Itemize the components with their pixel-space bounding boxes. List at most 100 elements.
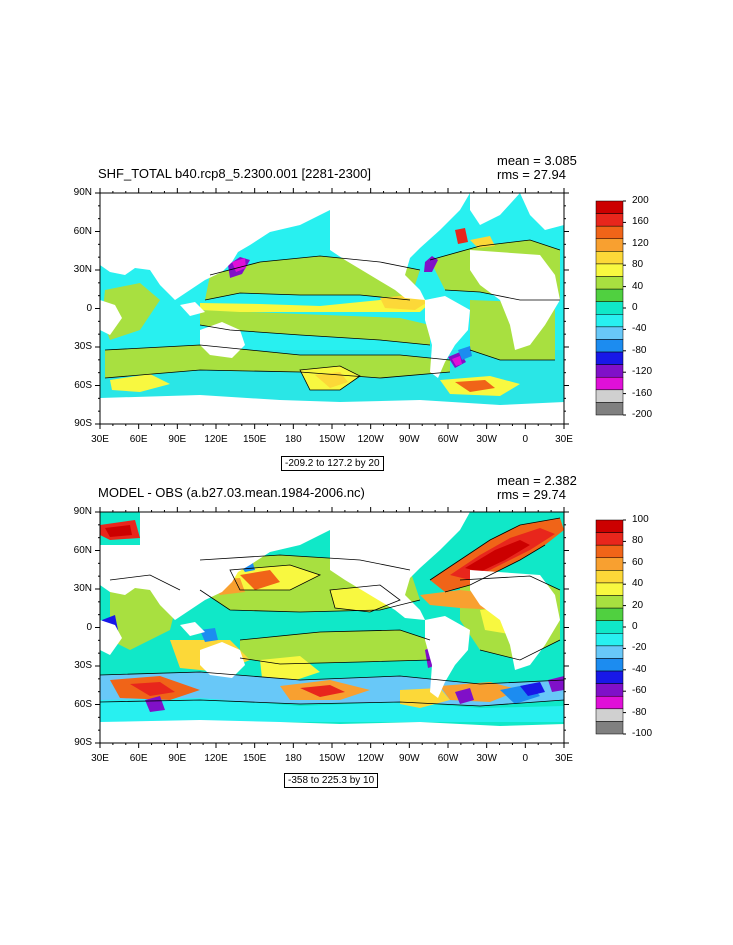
colorbar-label: 100 <box>632 514 649 525</box>
lat-label: 30S <box>74 660 92 671</box>
lon-label: 30W <box>476 434 497 445</box>
colorbar-label: 200 <box>632 195 649 206</box>
panel2-rms: rms = 29.74 <box>497 487 567 502</box>
lon-label: 30E <box>555 434 573 445</box>
lon-label: 90W <box>399 434 420 445</box>
axis-ticks <box>95 188 569 748</box>
colorbar-swatch <box>595 721 624 735</box>
colorbar-swatch <box>595 376 624 391</box>
lon-label: 120E <box>204 753 228 764</box>
colorbar-swatch <box>595 708 624 722</box>
colorbar-swatch <box>595 532 624 546</box>
lat-label: 60S <box>74 698 92 710</box>
colorbar-swatch <box>595 645 624 659</box>
colorbar-swatch <box>595 670 624 684</box>
colorbar-label: 40 <box>632 578 644 590</box>
colorbar-swatch <box>595 314 624 328</box>
panel1-mean: mean = 3.085 <box>497 153 577 168</box>
colorbar-swatch <box>595 225 624 240</box>
colorbar-label: -80 <box>632 706 647 718</box>
colorbar-swatch <box>595 582 624 596</box>
lat-label: 90S <box>74 737 92 748</box>
lon-label: 60W <box>437 753 459 764</box>
colorbar-swatch <box>595 339 624 353</box>
lon-label: 150W <box>318 434 346 445</box>
lon-label: 180 <box>284 753 302 764</box>
panel2-range-label: -358 to 225.3 by 10 <box>284 773 379 788</box>
lat-label: 60N <box>73 544 92 556</box>
colorbar-swatch <box>595 276 624 290</box>
colorbar-label: -200 <box>632 409 653 420</box>
colorbar-label: -160 <box>632 387 653 399</box>
colorbar-swatch <box>595 351 624 365</box>
colorbar-swatch <box>595 263 624 277</box>
colorbar-label: -40 <box>632 323 647 335</box>
colorbar-label: 0 <box>632 621 638 632</box>
map1 <box>100 193 564 424</box>
colorbar-label: -100 <box>632 728 653 739</box>
colorbar-swatch <box>595 251 624 265</box>
colorbar-swatch <box>595 633 624 647</box>
colorbar-label: -40 <box>632 663 647 675</box>
lon-label: 90W <box>399 753 420 764</box>
colorbar-swatch <box>595 695 624 710</box>
colorbar-label: 0 <box>632 302 638 313</box>
lon-label: 30E <box>91 753 109 764</box>
panel1-range-label: -209.2 to 127.2 by 20 <box>281 456 384 471</box>
lat-label: 90S <box>74 418 92 429</box>
lat-label: 90N <box>73 187 92 198</box>
lon-label: 30E <box>555 753 573 764</box>
colorbars <box>595 200 626 735</box>
map1-contours <box>104 239 561 391</box>
map2-land <box>100 512 564 743</box>
colorbar-swatch <box>595 570 624 584</box>
lon-label: 150W <box>318 753 346 764</box>
colorbar-label: 80 <box>632 259 644 271</box>
lon-label: 90E <box>168 434 187 445</box>
lon-label: 120E <box>204 434 228 445</box>
colorbar-label: -20 <box>632 642 647 654</box>
lat-label: 90N <box>73 506 92 517</box>
colorbar-swatch <box>595 389 624 403</box>
colorbar-label: 40 <box>632 280 644 292</box>
lon-label: 120W <box>357 434 384 445</box>
lon-label: 60W <box>437 434 459 445</box>
colorbar-label: 80 <box>632 535 644 547</box>
colorbar-swatch <box>595 557 624 571</box>
colorbar-label: 120 <box>632 237 649 249</box>
lon-label: 60E <box>129 434 148 445</box>
colorbar-swatch <box>595 683 624 697</box>
map2 <box>100 512 564 743</box>
colorbar-swatch <box>595 213 624 227</box>
panel2-mean: mean = 2.382 <box>497 473 577 488</box>
map1-land <box>100 193 564 424</box>
map1-yellow-equator <box>200 296 430 312</box>
panel1-title: SHF_TOTAL b40.rcp8_5.2300.001 [2281-2300… <box>98 166 371 181</box>
panel1-rms: rms = 27.94 <box>497 167 567 182</box>
colorbar-swatch <box>595 607 624 621</box>
lat-label: 30N <box>73 583 92 594</box>
lon-label: 150E <box>242 434 267 445</box>
colorbar-swatch <box>595 200 624 214</box>
colorbar-swatch <box>595 288 624 302</box>
colorbar-label: 160 <box>632 216 649 228</box>
lon-label: 180 <box>284 434 302 445</box>
lat-label: 60N <box>73 225 92 237</box>
colorbar-swatch <box>595 301 624 315</box>
map2-contours <box>100 517 564 707</box>
colorbar-label: -80 <box>632 344 647 356</box>
colorbar-label: -60 <box>632 685 647 697</box>
lat-label: 0 <box>86 621 92 633</box>
colorbar-swatch <box>595 519 624 533</box>
lat-label: 60S <box>74 379 92 391</box>
lon-label: 0 <box>522 753 529 764</box>
lat-label: 30N <box>73 264 92 275</box>
colorbar-swatch <box>595 364 624 378</box>
colorbar-swatch <box>595 658 624 672</box>
colorbar-swatch <box>595 326 624 340</box>
colorbar-swatch <box>595 238 624 252</box>
lon-label: 0 <box>522 434 529 445</box>
colorbar-label: -120 <box>632 366 653 378</box>
colorbar-swatch <box>595 544 624 559</box>
